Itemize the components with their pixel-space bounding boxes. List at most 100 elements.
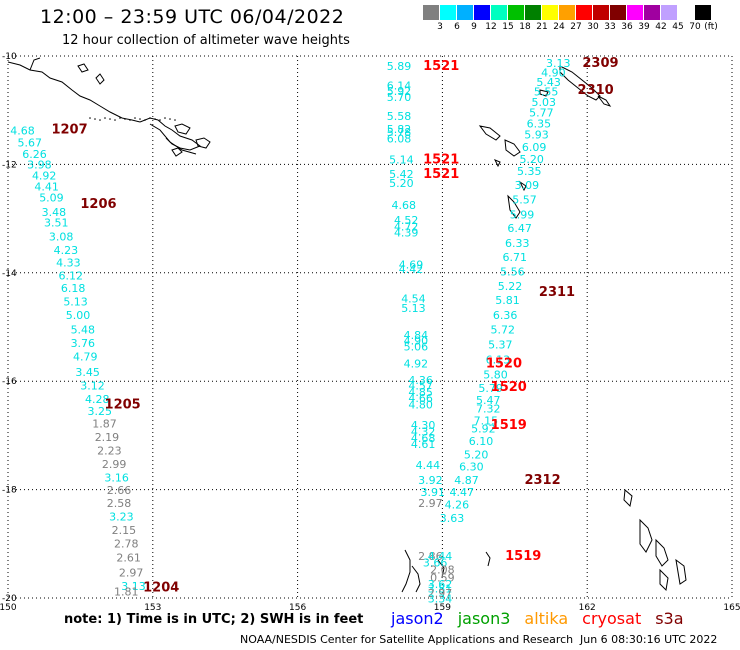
reef-dot [159,119,161,121]
colorbar-label: 12 [485,22,497,32]
wave-height-value: 2.66 [107,484,132,497]
legend-s3a: s3a [655,609,684,628]
reef-dot [174,119,176,121]
wave-height-value: 3.98 [27,159,52,172]
wave-height-value: 6.14 [387,80,412,93]
colorbar-label: 3 [437,22,443,32]
wave-height-value: 5.72 [490,324,515,337]
wave-height-value: 5.43 [536,76,561,89]
reef-dot [124,118,126,120]
reef-dot [129,119,131,121]
wave-height-value: 4.68 [392,199,417,212]
wave-height-value: 7.15 [474,415,499,428]
track-time-label: 1519 [505,549,541,564]
wave-height-value: 3.23 [109,510,134,523]
reef-dot [134,117,136,119]
coastline-layer [7,57,687,593]
colorbar-label: 70 [689,22,701,32]
legend-cryosat: cryosat [582,609,642,628]
wave-height-value: 4.33 [56,256,81,269]
legend-jason3: jason3 [457,609,511,628]
x-tick-label: 156 [289,603,306,613]
reef-dot [169,118,171,120]
colorbar-label: 9 [471,22,477,32]
colorbar-unit: (ft) [704,22,718,32]
wave-height-value: 0.59 [430,572,455,585]
colorbar-label: 15 [502,22,514,32]
wave-height-value: 5.13 [401,302,426,315]
wave-height-value: 5.82 [387,123,412,136]
wave-height-value: 4.28 [85,393,110,406]
colorbar-swatch [644,5,660,20]
track-time-label: 2311 [539,285,575,300]
wave-height-value: 6.09 [522,141,547,154]
wave-height-value: 6.10 [469,435,494,448]
wave-height-value: 4.23 [54,244,79,257]
colorbar-swatch [576,5,592,20]
wave-height-value: 6.33 [505,237,530,250]
colorbar-label: 42 [655,22,667,32]
track-time-label: 1519 [491,418,527,433]
generated-timestamp: Jun 6 08:30:16 UTC 2022 [580,633,718,646]
colorbar-swatch [661,5,677,20]
graticule [7,55,733,599]
wave-height-value: 5.93 [524,128,549,141]
colorbar-swatch [542,5,558,20]
colorbar-label: 24 [553,22,565,32]
wave-height-value: 4.79 [73,351,98,364]
wave-height-value: 4.57 [408,379,433,392]
wave-height-value: 3.76 [71,337,96,350]
wave-height-value: 3.13 [121,580,146,593]
y-tick-label: -10 [2,52,17,62]
wave-height-value: 3.25 [87,405,112,418]
credit-line: NOAA/NESDIS Center for Satellite Applica… [240,633,574,646]
track-time-label: 1521 [423,167,459,182]
legend-jason2: jason2 [391,609,444,628]
x-tick-label: 150 [0,603,17,613]
reef-dot [99,119,101,121]
wave-height-value: 4.42 [399,263,424,276]
reef-dot [94,118,96,120]
wave-height-value: 3.62 [428,578,453,591]
y-tick-label: -12 [2,160,17,170]
x-tick-label: 159 [434,603,451,613]
wave-height-value: 4.32 [411,425,436,438]
wave-height-value: 5.00 [66,309,91,322]
wave-height-value: 3.34 [428,592,453,605]
colorbar-label: 27 [570,22,582,32]
track-time-label: 1207 [51,123,87,138]
track-time-label: 1205 [105,397,141,412]
colorbar-swatch [474,5,490,20]
x-tick-label: 162 [579,603,596,613]
reef-dot [139,118,141,120]
colorbar-swatch [627,5,643,20]
colorbar-swatch [491,5,507,20]
wave-height-value: 3.13 [546,57,571,70]
wave-height-value: 1.87 [92,417,117,430]
wave-height-value: 4.30 [411,419,436,432]
y-tick-label: -16 [2,377,17,387]
wave-height-value: 6.18 [61,282,86,295]
wave-height-value: 4.87 [454,474,479,487]
wave-height-value: 4.69 [399,258,424,271]
wave-height-value: 4.85 [408,386,433,399]
satellite-legend: jason2 jason3 altika cryosat s3a [391,609,698,628]
wave-height-value: 2.97 [428,587,453,600]
track-time-label: 1521 [423,59,459,74]
colorbar-swatch [610,5,626,20]
wave-height-value: 3.81 [428,583,453,596]
wave-height-value: 5.37 [488,339,513,352]
wave-height-value: 5.80 [483,368,508,381]
wave-height-value: 2.19 [95,431,120,444]
wave-height-value: 3.63 [440,512,465,525]
page-title: 12:00 – 23:59 UTC 06/04/2022 [40,6,345,28]
wave-height-value: 4.44 [428,550,453,563]
colorbar-swatch [525,5,541,20]
wave-height-value: 2.58 [107,497,132,510]
wave-height-value: 3.16 [104,471,129,484]
wave-height-value: 4.44 [416,459,441,472]
wave-height-value: 3.45 [75,366,100,379]
wave-height-value: 5.13 [63,295,88,308]
wave-height-values: 4.685.676.263.984.924.415.093.483.513.08… [10,57,570,605]
wave-height-value: 5.57 [512,193,537,206]
